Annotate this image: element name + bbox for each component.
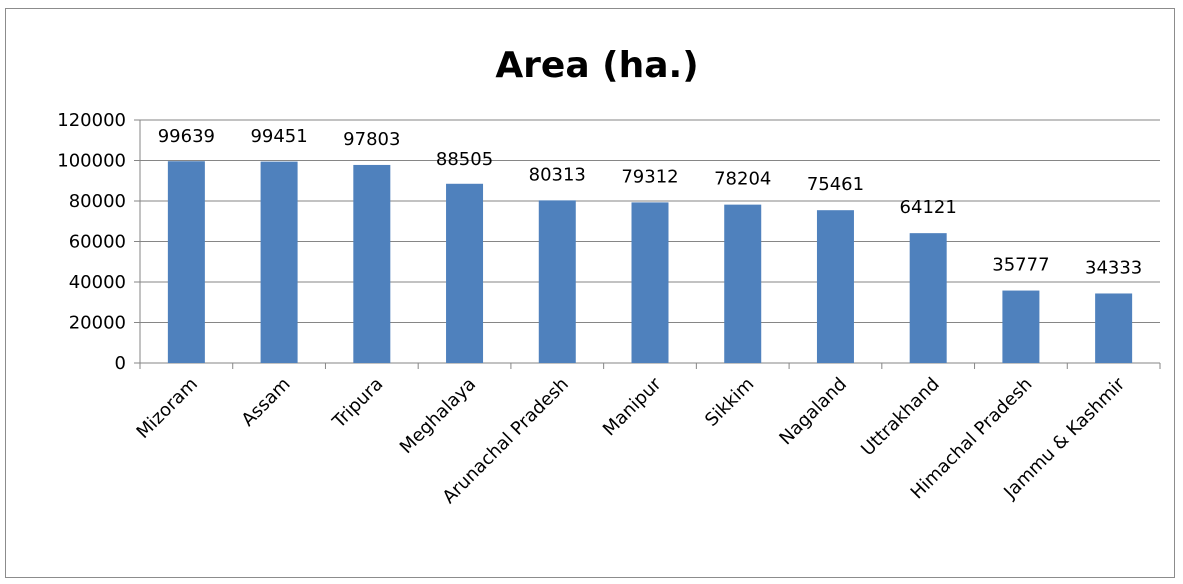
bar — [631, 202, 669, 363]
data-label: 64121 — [900, 197, 957, 218]
y-tick-label: 120000 — [57, 110, 126, 131]
y-tick-label: 100000 — [57, 151, 126, 172]
data-label: 88505 — [436, 149, 493, 170]
y-tick-label: 40000 — [69, 272, 126, 293]
bar — [353, 164, 391, 363]
data-label: 34333 — [1085, 257, 1142, 278]
bar — [538, 200, 576, 363]
gridlines — [140, 119, 1160, 323]
data-label: 99451 — [250, 126, 307, 147]
x-tick-label: Meghalaya — [396, 374, 480, 458]
data-label: 75461 — [807, 174, 864, 195]
bar — [1002, 290, 1040, 363]
data-label: 79312 — [621, 166, 678, 187]
x-tick-label: Nagaland — [775, 374, 851, 450]
data-label: 80313 — [529, 164, 586, 185]
bar — [260, 161, 298, 363]
bar — [446, 183, 484, 363]
bar — [909, 233, 947, 363]
x-tick-label: Uttrakhand — [857, 374, 944, 461]
y-tick-label: 20000 — [69, 313, 126, 334]
x-tick-label: Mizoram — [133, 374, 202, 443]
y-tick-label: 80000 — [69, 191, 126, 212]
y-axis-tick-labels: 0 20000 40000 60000 80000 100000 120000 — [57, 110, 126, 374]
data-labels: 99639 99451 97803 88505 80313 79312 78204 75461… — [158, 126, 1143, 278]
data-label: 97803 — [343, 129, 400, 150]
bar — [167, 161, 205, 363]
y-tick-label: 60000 — [69, 232, 126, 253]
data-label: 35777 — [992, 255, 1049, 276]
x-tick-label: Sikkim — [701, 374, 758, 431]
chart-title: Area (ha.) — [495, 45, 698, 86]
bar — [724, 204, 762, 363]
x-tick-label: Manipur — [599, 373, 666, 440]
x-tick-label: Assam — [238, 374, 295, 431]
data-label: 99639 — [158, 126, 215, 147]
y-tick-label: 0 — [115, 353, 126, 374]
data-label: 78204 — [714, 169, 771, 190]
bar — [816, 210, 854, 363]
bar — [1095, 293, 1133, 363]
x-tick-label: Tripura — [328, 374, 387, 433]
bars — [167, 161, 1133, 363]
